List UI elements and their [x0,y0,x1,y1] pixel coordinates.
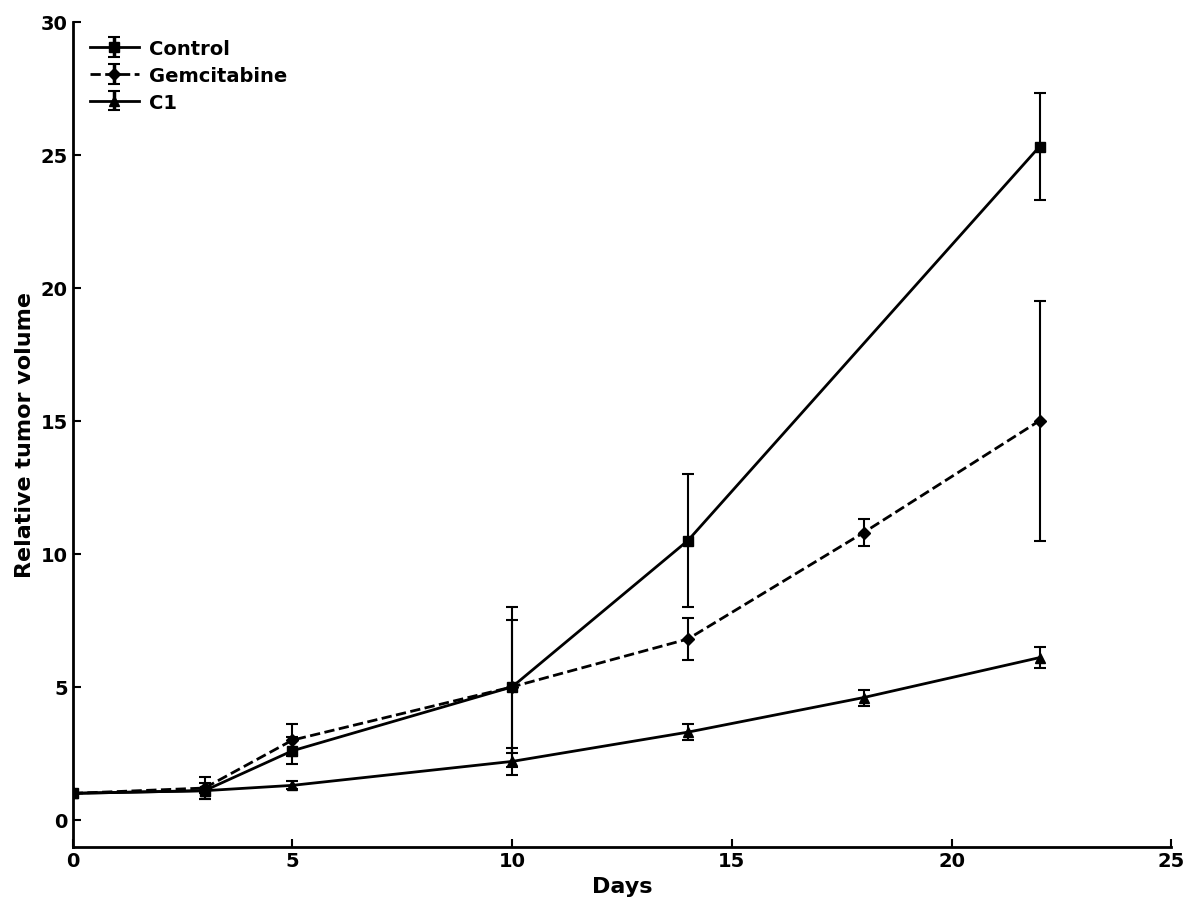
Legend: Control, Gemcitabine, C1: Control, Gemcitabine, C1 [83,32,294,120]
Y-axis label: Relative tumor volume: Relative tumor volume [14,292,35,578]
X-axis label: Days: Days [592,876,653,896]
